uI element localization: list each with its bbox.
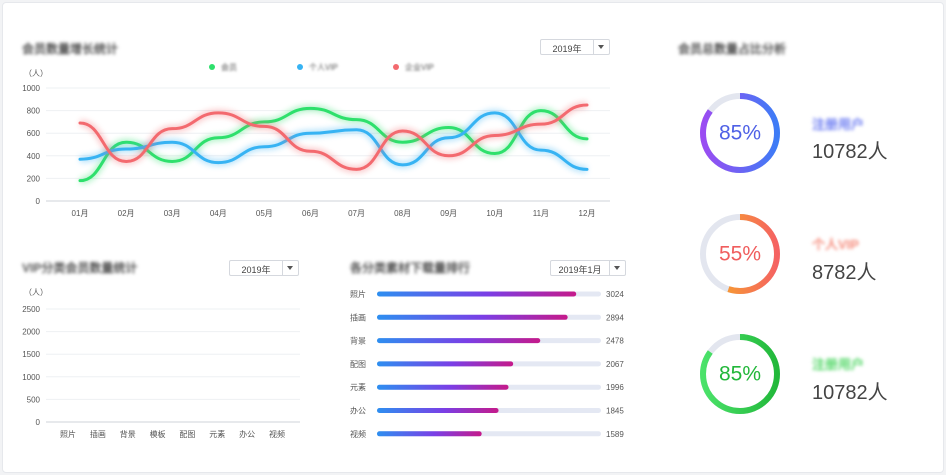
vip-x-tick: 模板 [150, 429, 166, 439]
rank-category-label: 背景 [350, 336, 366, 346]
line-year-select[interactable]: 2019年 [540, 39, 610, 55]
legend-marker[interactable] [393, 64, 399, 70]
rank-value-label: 1589 [606, 430, 624, 439]
rank-bar [377, 361, 514, 367]
legend-label[interactable]: 会员 [221, 62, 237, 72]
line-x-tick: 07月 [348, 209, 365, 218]
line-x-tick: 11月 [533, 209, 549, 218]
vip-x-tick: 插画 [90, 429, 106, 439]
vip-x-tick: 配图 [179, 430, 195, 439]
line-y-tick: 200 [27, 174, 41, 183]
ring-panel-title: 会员总数量占比分析 [678, 42, 787, 56]
line-x-tick: 10月 [486, 209, 503, 218]
rank-bar [377, 431, 482, 437]
line-x-tick: 09月 [440, 209, 457, 218]
chevron-down-icon[interactable] [593, 40, 609, 54]
ring-percent: 85% [719, 122, 761, 145]
ranking-bar-chart: 照片 3024 插画 2894 背景 2478 配图 2067 元素 1996 办公 1845 视频 15… [350, 289, 624, 439]
line-x-tick: 08月 [394, 209, 411, 218]
stat-label-1: 注册用户 [812, 117, 865, 132]
vip-y-tick: 1500 [22, 350, 40, 359]
vip-year-select[interactable]: 2019年 [229, 260, 299, 276]
line-x-tick: 06月 [302, 209, 319, 218]
legend-marker[interactable] [209, 64, 215, 70]
rank-category-label: 视频 [350, 429, 366, 439]
legend-label[interactable]: 个人VIP [309, 63, 338, 72]
rank-chart-title: 各分类素材下载量排行 [350, 261, 471, 275]
legend-marker[interactable] [297, 64, 303, 70]
stat-value-2: 8782人 [812, 262, 877, 284]
line-y-tick: 600 [27, 129, 41, 138]
vip-x-tick: 背景 [120, 429, 136, 439]
rank-value-label: 2067 [606, 360, 624, 369]
vip-y-tick: 2000 [22, 328, 40, 337]
chevron-down-icon[interactable] [609, 261, 625, 275]
rank-month-select-value: 2019年1月 [558, 265, 602, 275]
stat-label-3: 注册用户 [812, 357, 865, 372]
vip-x-tick: 照片 [60, 429, 76, 439]
vip-y-tick: 2500 [22, 305, 40, 314]
rank-bar [377, 291, 577, 297]
vip-x-tick: 元素 [209, 429, 225, 439]
rank-value-label: 3024 [606, 290, 624, 299]
legend-label[interactable]: 企业VIP [405, 62, 434, 72]
line-x-tick: 03月 [164, 209, 181, 218]
rank-bar [377, 408, 499, 413]
line-chart-title: 会员数量增长统计 [22, 42, 119, 56]
line-chart: （人） 0 200 400 600 800 1000 01月 02月 03月 04月 05月 06月 07… [22, 62, 610, 218]
series-line [78, 106, 589, 183]
line-y-unit: （人） [24, 69, 48, 78]
rank-bar [377, 314, 568, 320]
ring-percent: 55% [719, 243, 761, 266]
line-y-tick: 400 [27, 152, 41, 161]
vip-x-tick: 视频 [269, 429, 285, 439]
line-x-tick: 04月 [210, 209, 227, 218]
rank-category-label: 配图 [350, 360, 366, 369]
line-x-tick: 01月 [72, 209, 89, 218]
series-line [78, 103, 589, 171]
line-x-tick: 02月 [118, 209, 135, 218]
rank-bar [377, 384, 509, 390]
rank-category-label: 插画 [350, 312, 366, 322]
series-line [78, 111, 589, 171]
vip-chart-title: VIP分类会员数量统计 [22, 261, 138, 275]
chevron-down-icon[interactable] [282, 261, 298, 275]
stat-value-3: 10782人 [812, 382, 888, 404]
rank-value-label: 2894 [606, 313, 624, 322]
ring-progress [700, 93, 780, 173]
rank-month-select[interactable]: 2019年1月 [550, 260, 626, 276]
rank-value-label: 1845 [606, 407, 624, 416]
line-y-tick: 1000 [22, 84, 40, 93]
ring-progress [700, 214, 780, 294]
vip-y-tick: 0 [36, 418, 41, 427]
line-x-tick: 12月 [579, 209, 596, 218]
ring-charts: 85% 55% 85% [700, 93, 780, 414]
rank-category-label: 办公 [350, 406, 366, 416]
line-year-select-value: 2019年 [552, 44, 582, 54]
stat-value-1: 10782人 [812, 141, 888, 163]
vip-x-tick: 办公 [239, 429, 255, 439]
vip-y-unit: （人） [24, 288, 48, 297]
vip-year-select-value: 2019年 [241, 265, 271, 275]
ring-progress [700, 334, 780, 414]
vip-y-tick: 500 [27, 395, 41, 404]
vip-bar-chart: （人） 0 500 1000 1500 2000 2500 照片 插画 背景 模板 配图 元素 办公 视频 [22, 288, 300, 439]
stat-label-2: 个人VIP [812, 237, 859, 252]
line-y-tick: 800 [27, 107, 41, 116]
rank-category-label: 元素 [350, 382, 366, 392]
line-x-tick: 05月 [256, 209, 273, 218]
rank-value-label: 1996 [606, 383, 624, 392]
line-y-tick: 0 [36, 197, 41, 206]
rank-category-label: 照片 [350, 289, 366, 299]
vip-y-tick: 1000 [22, 373, 40, 382]
rank-bar [377, 338, 541, 344]
rank-value-label: 2478 [606, 337, 624, 346]
ring-percent: 85% [719, 363, 761, 386]
